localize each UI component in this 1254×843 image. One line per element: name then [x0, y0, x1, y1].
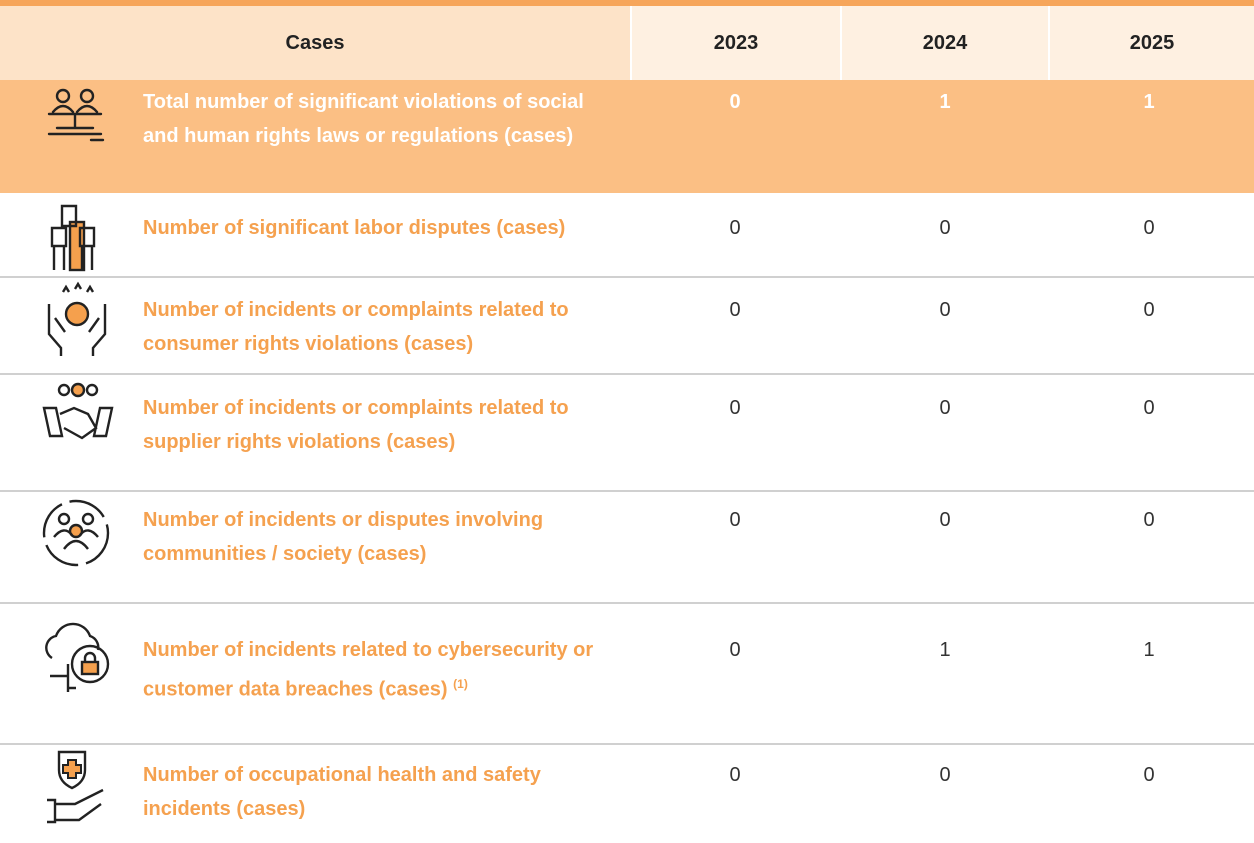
value-cell: 0 [729, 764, 741, 786]
header-cell: 2025 [1048, 6, 1254, 80]
value-cell: 1 [1143, 91, 1155, 113]
value-cell: 1 [1143, 639, 1155, 661]
table-row: Number of occupational health and safety… [0, 745, 1254, 843]
value-cell: 0 [1143, 397, 1155, 419]
value-cell: 0 [729, 91, 741, 113]
value-cell: 1 [939, 91, 951, 113]
case-label: Number of incidents or disputes involvin… [143, 503, 623, 571]
table-row: Number of incidents or disputes involvin… [0, 492, 1254, 604]
case-label: Number of significant labor disputes (ca… [143, 211, 623, 245]
value-cell: 0 [939, 764, 951, 786]
value-cell: 0 [729, 397, 741, 419]
value-cell: 0 [729, 217, 741, 239]
value-cell: 0 [729, 509, 741, 531]
value-cell: 0 [1143, 764, 1155, 786]
case-label: Number of incidents or complaints relate… [143, 391, 623, 459]
value-cell: 0 [939, 397, 951, 419]
table-row: Number of incidents or complaints relate… [0, 278, 1254, 375]
label-text: Number of occupational health and safety… [143, 764, 541, 820]
label-text: Number of incidents or complaints relate… [143, 397, 569, 453]
label-text: Number of incidents or disputes involvin… [143, 509, 544, 565]
case-label: Number of incidents or complaints relate… [143, 293, 623, 361]
value-cell: 0 [729, 639, 741, 661]
table-row: Number of incidents or complaints relate… [0, 375, 1254, 492]
value-cell: 0 [1143, 217, 1155, 239]
label-text: Number of incidents or complaints relate… [143, 299, 569, 355]
table-row: Number of significant labor disputes (ca… [0, 193, 1254, 278]
value-cell: 0 [939, 299, 951, 321]
case-label: Number of incidents related to cybersecu… [143, 633, 623, 707]
label-text: Total number of significant violations o… [143, 91, 584, 147]
value-cell: 0 [729, 299, 741, 321]
value-cell: 1 [939, 639, 951, 661]
footnote-mark: (1) [453, 677, 468, 691]
label-text: Number of significant labor disputes (ca… [143, 217, 566, 239]
value-cell: 0 [939, 217, 951, 239]
case-label: Number of occupational health and safety… [143, 758, 623, 826]
header-cell: 2024 [840, 6, 1048, 80]
top-bar [0, 0, 1254, 6]
label-text: Number of incidents related to cybersecu… [143, 639, 594, 701]
value-cell: 0 [1143, 299, 1155, 321]
table-row: Number of incidents related to cybersecu… [0, 604, 1254, 745]
value-cell: 0 [939, 509, 951, 531]
case-label: Total number of significant violations o… [143, 85, 623, 153]
header-cell: 2023 [630, 6, 840, 80]
header-cell: Cases [0, 6, 630, 80]
value-cell: 0 [1143, 509, 1155, 531]
table-row: Total number of significant violations o… [0, 80, 1254, 193]
